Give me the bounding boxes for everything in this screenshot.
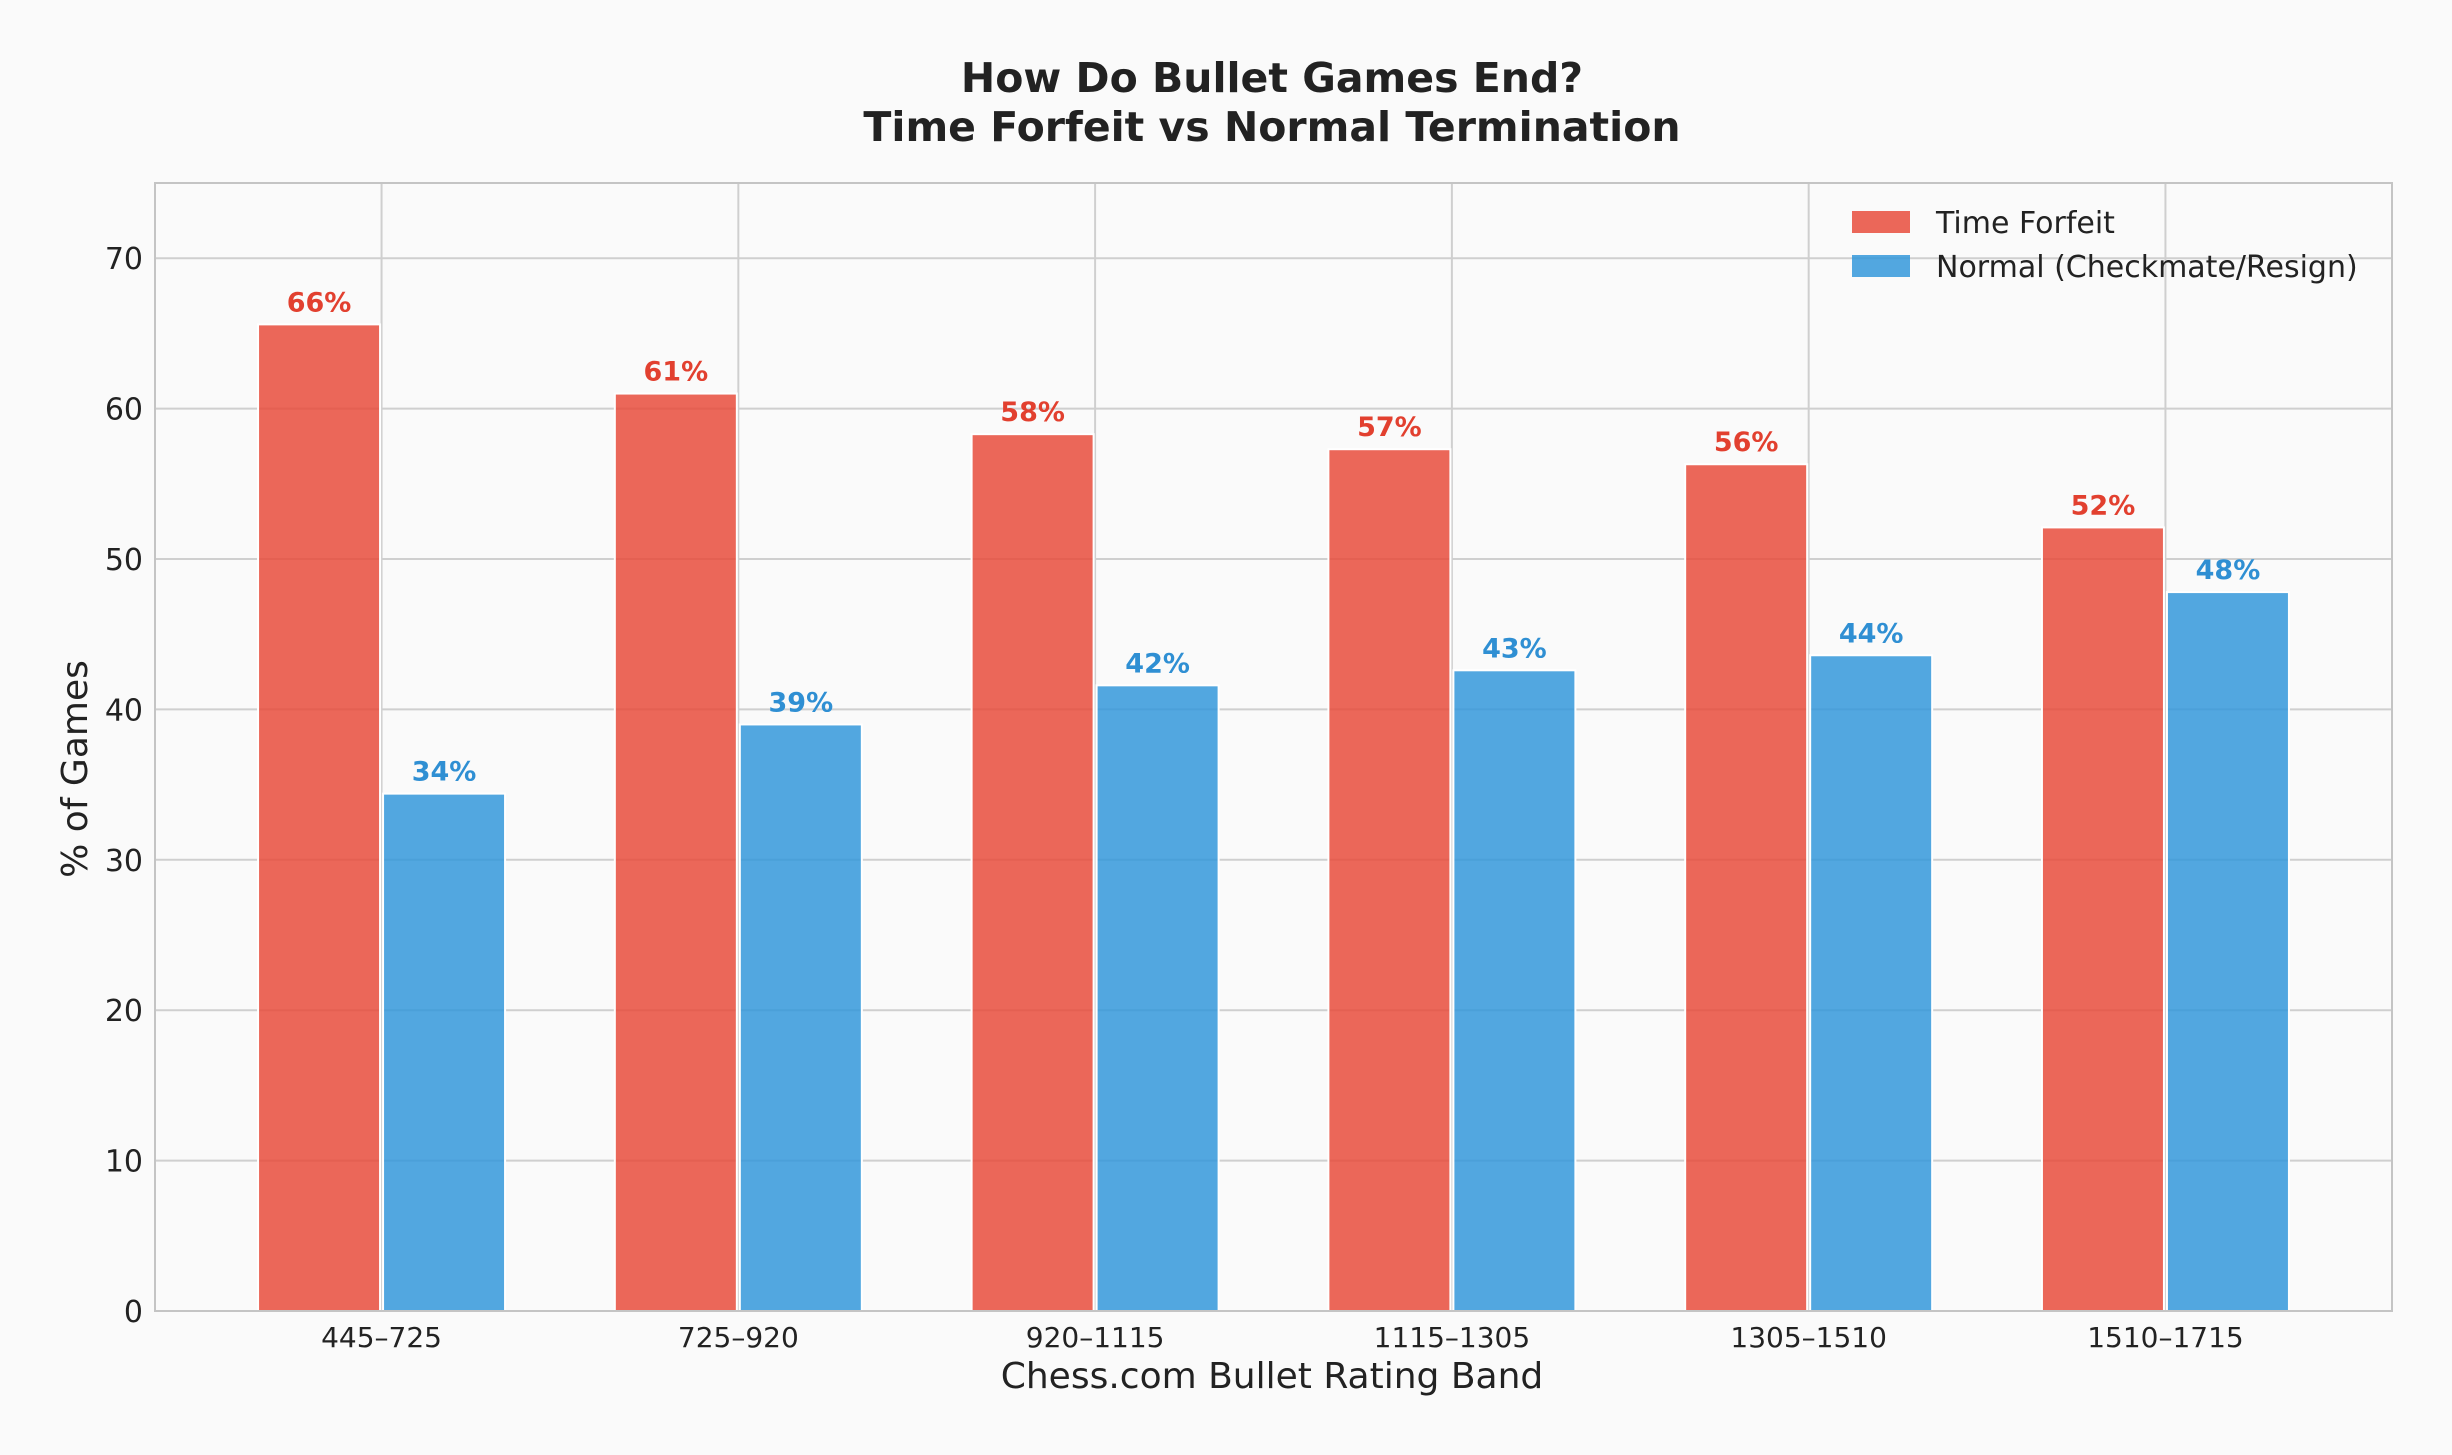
chart-title-line-2: Time Forfeit vs Normal Termination [863, 103, 1680, 151]
bar-time-forfeit [1327, 448, 1452, 1312]
bar-value-label: 61% [644, 357, 709, 388]
bar-value-label: 66% [287, 287, 352, 318]
chart-title-line-1: How Do Bullet Games End? [961, 54, 1583, 102]
bar-time-forfeit [2040, 526, 2165, 1312]
bar-value-label: 52% [2071, 490, 2136, 521]
plot-area: 0 10 20 30 40 50 60 70 66% 61% 58% 57% 56% 52% 34% 39% 4… [105, 182, 2393, 1354]
y-tick-label: 30 [105, 844, 143, 879]
bar-value-label: 34% [412, 757, 477, 788]
x-tick-label: 1510–1715 [2087, 1321, 2244, 1354]
bar-value-label: 39% [769, 687, 834, 718]
bar-normal [1452, 669, 1577, 1312]
legend-label: Normal (Checkmate/Resign) [1936, 250, 2358, 285]
legend-label: Time Forfeit [1935, 206, 2115, 241]
bar-normal [1809, 654, 1934, 1312]
axes-background [155, 183, 2392, 1311]
x-tick-label: 1305–1510 [1730, 1321, 1887, 1354]
bar-time-forfeit [970, 433, 1095, 1312]
x-tick-label: 1115–1305 [1374, 1321, 1531, 1354]
y-tick-label: 70 [105, 242, 143, 277]
legend-swatch [1852, 211, 1910, 233]
bar-normal [2165, 591, 2290, 1312]
bar-time-forfeit [1684, 463, 1809, 1312]
bar-normal [382, 792, 507, 1312]
x-axis-label: Chess.com Bullet Rating Band [1001, 1356, 1544, 1397]
y-tick-label: 40 [105, 693, 143, 728]
bar-value-label: 57% [1357, 412, 1422, 443]
bar-value-label: 42% [1125, 648, 1190, 679]
y-tick-label: 10 [105, 1145, 143, 1180]
y-tick-label: 0 [124, 1295, 143, 1330]
y-tick-label: 50 [105, 543, 143, 578]
bar-value-label: 58% [1000, 397, 1065, 428]
bar-time-forfeit [257, 323, 382, 1313]
bar-time-forfeit [613, 392, 738, 1312]
bar-value-label: 44% [1839, 618, 1904, 649]
y-tick-label: 60 [105, 393, 143, 428]
bar-normal [1095, 684, 1220, 1312]
y-tick-label: 20 [105, 994, 143, 1029]
x-tick-label: 725–920 [678, 1321, 799, 1354]
bar-value-label: 48% [2196, 555, 2261, 586]
bar-normal [738, 723, 863, 1312]
y-axis-label: % of Games [55, 660, 96, 878]
axes-frame [154, 182, 2393, 1312]
bar-value-label: 56% [1714, 427, 1779, 458]
legend-swatch [1852, 255, 1910, 277]
x-tick-label: 445–725 [321, 1321, 442, 1354]
x-tick-label: 920–1115 [1026, 1321, 1165, 1354]
bar-value-label: 43% [1482, 633, 1547, 664]
